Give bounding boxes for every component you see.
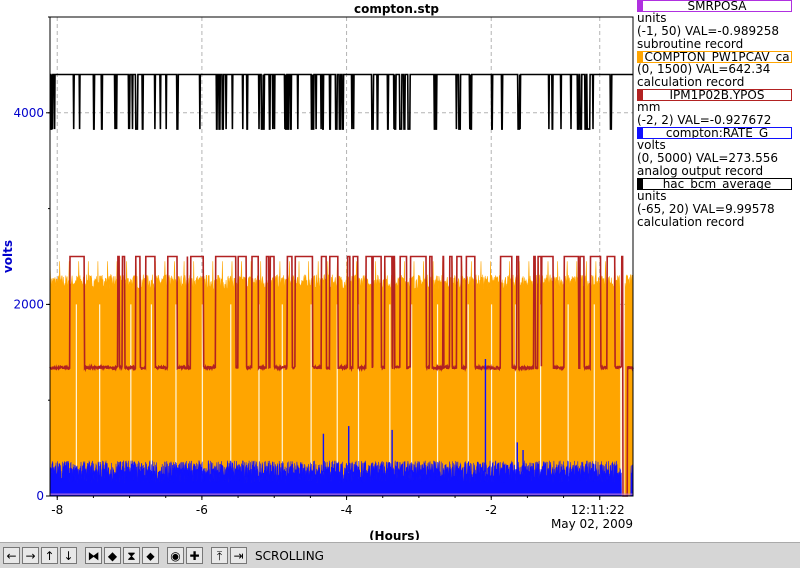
legend-series-name[interactable]: COMPTON_PW1PCAV_ca: [637, 51, 792, 63]
pan-right-icon: →: [25, 548, 36, 563]
legend-info-line: calculation record: [637, 75, 745, 89]
pan-up-button[interactable]: ↑: [41, 547, 58, 564]
legend-info-line: mm: [637, 100, 661, 114]
zoom-in-y-button[interactable]: ⧗: [123, 547, 140, 564]
legend-info-line: calculation record: [637, 215, 745, 229]
legend-series-name[interactable]: SMRPOSA: [637, 0, 792, 12]
zoom-out-x-icon: ◆: [107, 548, 118, 563]
legend-info-line: (0, 5000) VAL=273.556: [637, 151, 778, 165]
jump-end-icon: ⇥: [233, 548, 244, 563]
time-label: 12:11:22: [571, 503, 625, 517]
legend-entry[interactable]: COMPTON_PW1PCAV_ca (0, 1500) VAL=642.34 ca…: [637, 51, 800, 89]
legend-entry[interactable]: hac_bcm_average units (-65, 20) VAL=9.9957…: [637, 178, 800, 229]
x-tick-label: -2: [485, 503, 497, 517]
legend-entry[interactable]: compton:RATE_G volts (0, 5000) VAL=273.556…: [637, 127, 800, 178]
zoom-out-y-icon: ⬥: [146, 548, 155, 563]
pan-down-button[interactable]: ↓: [60, 547, 77, 564]
date-label: May 02, 2009: [551, 517, 633, 531]
legend-series-name[interactable]: IPM1P02B.YPOS: [637, 89, 792, 101]
scroll-button[interactable]: ⤒: [211, 547, 228, 564]
legend-info-line: (-2, 2) VAL=-0.927672: [637, 113, 772, 127]
zoom-out-x-button[interactable]: ◆: [104, 547, 121, 564]
pan-up-icon: ↑: [44, 548, 55, 563]
zoom-in-x-button[interactable]: ⧓: [85, 547, 102, 564]
scroll-icon: ⤒: [216, 548, 223, 563]
legend-series-name[interactable]: compton:RATE_G: [637, 127, 792, 139]
toolbar: ← → ↑ ↓ ⧓ ◆ ⧗ ⬥ ◉ ✚ ⤒ ⇥ SCROLLING: [0, 542, 800, 568]
legend-info-line: (-65, 20) VAL=9.99578: [637, 202, 775, 216]
legend-info-line: volts: [637, 138, 666, 152]
zoom-in-x-icon: ⧓: [87, 548, 100, 563]
y-tick-label: 2000: [13, 297, 44, 311]
x-axis-label: (Hours): [369, 529, 420, 540]
legend-info-line: (0, 1500) VAL=642.34: [637, 62, 771, 76]
pan-left-icon: ←: [6, 548, 17, 563]
series-COMPTON_PW1PCAV_ca: [49, 261, 634, 497]
add-trace-icon: ✚: [189, 548, 200, 563]
y-axis-label: volts: [1, 240, 15, 273]
zoom-in-y-icon: ⧗: [127, 548, 136, 563]
pan-down-icon: ↓: [63, 548, 74, 563]
series-hac_bcm_average: [50, 73, 633, 130]
add-trace-button[interactable]: ✚: [186, 547, 203, 564]
autoscale-icon: ◉: [170, 548, 181, 563]
pan-right-button[interactable]: →: [22, 547, 39, 564]
pan-left-button[interactable]: ←: [3, 547, 20, 564]
legend-series-name[interactable]: hac_bcm_average: [637, 178, 792, 190]
y-tick-label: 0: [36, 489, 44, 503]
plot-frame: [49, 16, 634, 497]
x-tick-label: -4: [341, 503, 353, 517]
chart-title: compton.stp: [354, 2, 439, 16]
status-text: SCROLLING: [255, 548, 324, 563]
x-tick-label: -6: [196, 503, 208, 517]
legend-info-line: (-1, 50) VAL=-0.989258: [637, 24, 780, 38]
legend-entry[interactable]: SMRPOSA units (-1, 50) VAL=-0.989258 subrou…: [637, 0, 800, 51]
legend-info-line: units: [637, 11, 667, 25]
legend: SMRPOSA units (-1, 50) VAL=-0.989258 subrou…: [637, 0, 800, 229]
zoom-out-y-button[interactable]: ⬥: [142, 547, 159, 564]
series-compton:RATE_G: [49, 460, 634, 497]
jump-end-button[interactable]: ⇥: [230, 547, 247, 564]
legend-info-line: units: [637, 189, 667, 203]
legend-entry[interactable]: IPM1P02B.YPOS mm (-2, 2) VAL=-0.927672: [637, 89, 800, 127]
x-tick-label: -8: [51, 503, 63, 517]
series-IPM1P02B.YPOS: [49, 255, 634, 497]
y-tick-label: 4000: [13, 106, 44, 120]
legend-info-line: analog output record: [637, 164, 764, 178]
legend-info-line: subroutine record: [637, 37, 744, 51]
autoscale-button[interactable]: ◉: [167, 547, 184, 564]
